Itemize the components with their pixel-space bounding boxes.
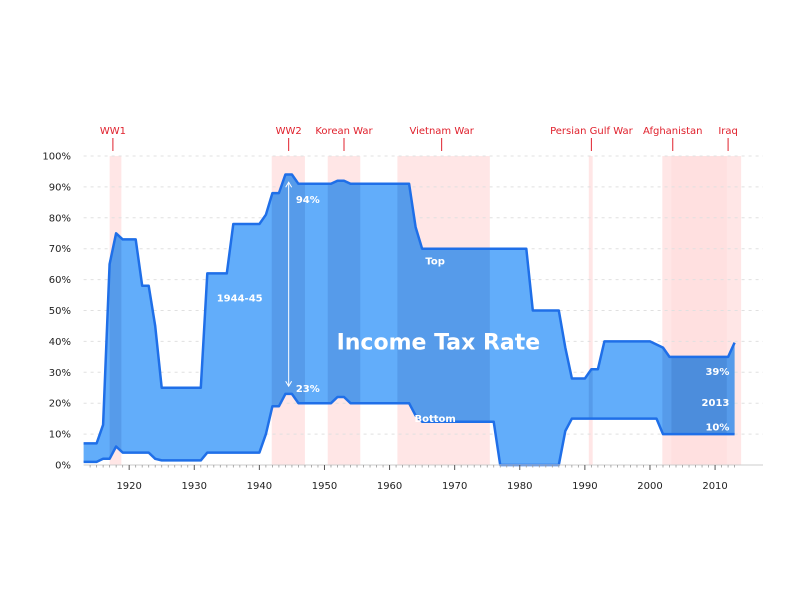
x-tick-label-1920: 1920: [116, 481, 141, 492]
annotation-2013: 2013: [702, 398, 730, 409]
y-tick-label-80: 80%: [49, 213, 71, 224]
war-label-afghanistan: Afghanistan: [643, 126, 703, 137]
y-tick-label-100: 100%: [42, 152, 71, 163]
annotation-top: Top: [425, 257, 445, 268]
x-tick-label-1990: 1990: [572, 481, 597, 492]
war-label-persian-gulf-war: Persian Gulf War: [550, 126, 634, 137]
annotation-94: 94%: [296, 195, 320, 206]
x-tick-label-1940: 1940: [247, 481, 272, 492]
y-tick-label-70: 70%: [49, 244, 71, 255]
war-label-iraq: Iraq: [718, 126, 738, 137]
war-label-ww1: WW1: [100, 126, 126, 137]
annotation-bottom: Bottom: [414, 414, 455, 425]
series-line-top: [83, 173, 736, 445]
annotation-10: 10%: [705, 422, 729, 433]
y-tick-label-0: 0%: [55, 461, 71, 472]
range-arrow-head-top: [285, 181, 293, 188]
y-tick-label-30: 30%: [49, 368, 71, 379]
annotation-23: 23%: [296, 384, 320, 395]
y-tick-label-60: 60%: [49, 275, 71, 286]
annotation-39: 39%: [705, 367, 729, 378]
x-tick-label-1930: 1930: [182, 481, 207, 492]
war-band-persian-gulf-war: [588, 156, 593, 465]
war-overlay-ww1: [109, 174, 122, 465]
x-tick-label-1950: 1950: [312, 481, 337, 492]
war-label-korean-war: Korean War: [315, 126, 373, 137]
x-tick-label-1960: 1960: [377, 481, 402, 492]
x-tick-label-2010: 2010: [702, 481, 727, 492]
y-tick-label-10: 10%: [49, 430, 71, 441]
war-label-ww2: WW2: [276, 126, 302, 137]
range-arrow-head-bottom: [285, 380, 293, 388]
x-tick-label-1980: 1980: [507, 481, 532, 492]
y-tick-label-40: 40%: [49, 337, 71, 348]
war-label-vietnam-war: Vietnam War: [409, 126, 474, 137]
x-tick-label-2000: 2000: [637, 481, 662, 492]
y-tick-label-20: 20%: [49, 399, 71, 410]
chart-title: Income Tax Rate: [337, 330, 541, 355]
annotation-1944-45: 1944-45: [217, 294, 263, 305]
x-tick-label-1970: 1970: [442, 481, 467, 492]
tax-range-area: [83, 174, 735, 465]
y-tick-label-90: 90%: [49, 182, 71, 193]
y-tick-label-50: 50%: [49, 306, 71, 317]
